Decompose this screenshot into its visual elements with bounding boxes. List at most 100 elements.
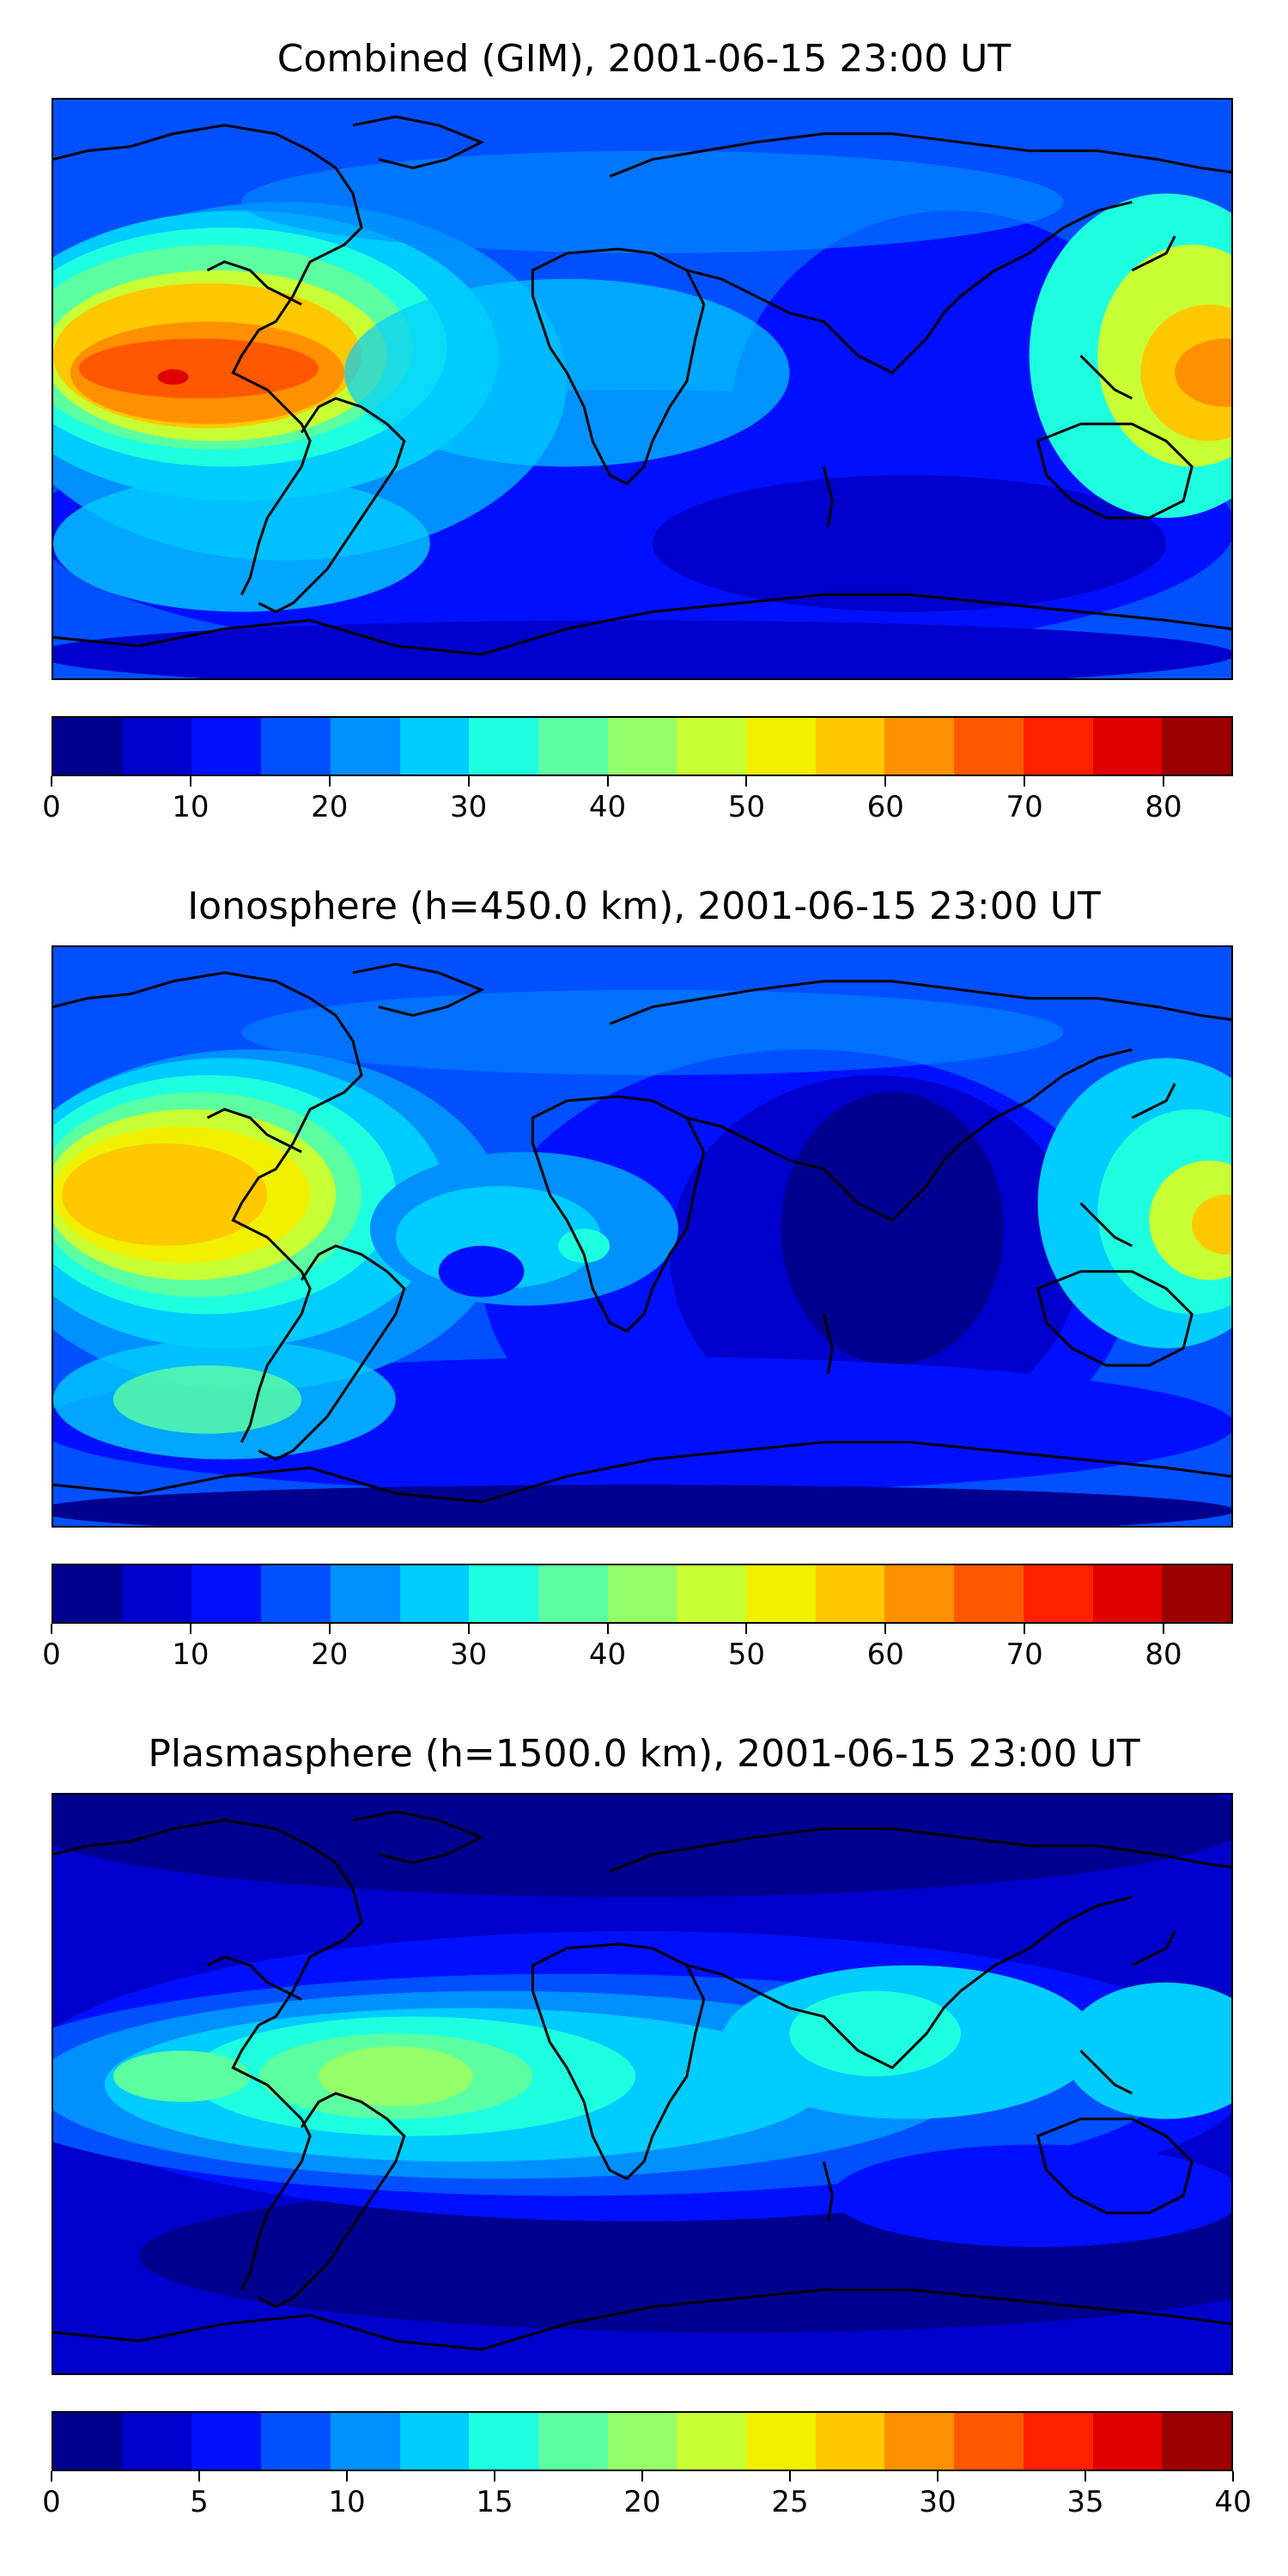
colorbar-tick [1024, 776, 1026, 787]
colorbar-swatch [330, 2413, 400, 2470]
colorbar-tick-label: 40 [588, 1637, 627, 1672]
colorbar-swatch [330, 718, 400, 775]
colorbar-tick [1024, 1624, 1026, 1634]
colorbar-swatch [815, 1565, 885, 1622]
colorbar-tick-label: 40 [1214, 2485, 1252, 2519]
colorbar-tick [328, 1624, 331, 1634]
colorbar-tick [51, 2471, 52, 2482]
colorbar-tick [189, 776, 191, 787]
colorbar-swatch [469, 2413, 538, 2470]
colorbar-tick-label: 20 [311, 790, 349, 824]
colorbar-swatch [884, 1565, 955, 1622]
colorbar-tick-label: 20 [311, 1637, 349, 1672]
colorbar-swatch [1023, 1565, 1093, 1622]
colorbar-swatch [53, 718, 123, 775]
colorbar-swatch [815, 2413, 885, 2470]
colorbar-tick-label: 5 [190, 2485, 209, 2519]
colorbar-swatch [261, 1565, 331, 1622]
colorbar-swatch [746, 2413, 816, 2470]
colorbar-tick-label: 25 [771, 2485, 809, 2519]
colorbar-swatch [1162, 2413, 1231, 2470]
colorbar-tick [1084, 2471, 1086, 2482]
colorbar-swatch [607, 2413, 677, 2470]
colorbar-swatch [1162, 1565, 1231, 1622]
colorbar-swatch [191, 1565, 262, 1622]
panel-title: Ionosphere (h=450.0 km), 2001-06-15 23:0… [187, 884, 1101, 928]
colorbar-swatch [191, 2413, 262, 2470]
colorbar-tick-label: 0 [42, 2485, 61, 2519]
colorbar-tick [884, 776, 887, 787]
colorbar-tick [328, 776, 331, 787]
colorbar-ionosphere [52, 1564, 1233, 1624]
colorbar-tick [1163, 776, 1165, 787]
colorbar-tick-label: 10 [172, 790, 210, 824]
colorbar-swatch [538, 2413, 608, 2470]
panel-title: Plasmasphere (h=1500.0 km), 2001-06-15 2… [148, 1732, 1140, 1776]
colorbar-tick-label: 50 [727, 790, 766, 824]
colorbar-swatch [1092, 1565, 1163, 1622]
colorbar-tick-label: 30 [919, 2485, 957, 2519]
colorbar-swatch [1023, 2413, 1093, 2470]
colorbar-tick-label: 10 [172, 1637, 210, 1672]
colorbar-tick [467, 1624, 470, 1634]
colorbar-swatch [677, 718, 747, 775]
colorbar-tick [745, 1624, 748, 1634]
colorbar-tick-label: 70 [1005, 1637, 1043, 1672]
tec-map-plasmasphere [52, 1793, 1233, 2375]
colorbar-swatch [122, 718, 192, 775]
colorbar-swatch [330, 1565, 400, 1622]
colorbar-tick [51, 776, 52, 787]
colorbar-tick-label: 50 [727, 1637, 766, 1672]
tec-map-combined [52, 98, 1233, 680]
colorbar-swatch [469, 1565, 538, 1622]
colorbar-tick-label: 35 [1066, 2485, 1104, 2519]
colorbar-swatch [884, 2413, 955, 2470]
colorbar-tick [494, 2471, 495, 2482]
colorbar-tick-label: 30 [450, 790, 488, 824]
colorbar-tick [51, 1624, 52, 1634]
colorbar-swatch [399, 718, 470, 775]
colorbar-tick-label: 80 [1145, 790, 1182, 824]
panel-title: Combined (GIM), 2001-06-15 23:00 UT [276, 37, 1012, 81]
colorbar-swatch [191, 718, 262, 775]
colorbar-tick [606, 1624, 609, 1634]
colorbar-swatch [884, 718, 955, 775]
colorbar-tick-label: 0 [42, 790, 61, 824]
colorbar-swatch [122, 2413, 192, 2470]
colorbar-tick-label: 60 [866, 1637, 904, 1672]
colorbar-tick [606, 776, 609, 787]
colorbar-swatch [954, 718, 1024, 775]
colorbar-tick-label: 70 [1005, 790, 1043, 824]
colorbar-tick-label: 40 [588, 790, 627, 824]
colorbar-tick [1163, 1624, 1165, 1634]
colorbar-swatch [677, 2413, 747, 2470]
colorbar-swatch [1092, 718, 1163, 775]
colorbar-plasmasphere [52, 2411, 1233, 2471]
colorbar-swatch [607, 1565, 677, 1622]
colorbar-swatch [538, 718, 608, 775]
colorbar-combined [52, 716, 1233, 776]
colorbar-swatch [815, 718, 885, 775]
colorbar-swatch [954, 1565, 1024, 1622]
colorbar-swatch [1162, 718, 1231, 775]
colorbar-swatch [399, 2413, 470, 2470]
colorbar-tick-label: 60 [866, 790, 904, 824]
colorbar-swatch [954, 2413, 1024, 2470]
colorbar-tick-label: 0 [42, 1637, 61, 1672]
colorbar-tick [789, 2471, 791, 2482]
colorbar-tick-label: 10 [328, 2485, 366, 2519]
colorbar-tick [189, 1624, 191, 1634]
colorbar-swatch [746, 718, 816, 775]
colorbar-swatch [538, 1565, 608, 1622]
colorbar-swatch [469, 718, 538, 775]
colorbar-swatch [53, 1565, 123, 1622]
colorbar-tick-label: 20 [623, 2485, 661, 2519]
colorbar-swatch [677, 1565, 747, 1622]
colorbar-tick [641, 2471, 643, 2482]
colorbar-tick [467, 776, 470, 787]
colorbar-swatch [122, 1565, 192, 1622]
colorbar-tick-label: 15 [476, 2485, 513, 2519]
colorbar-tick [745, 776, 748, 787]
colorbar-tick [1232, 2471, 1234, 2482]
colorbar-tick [884, 1624, 887, 1634]
